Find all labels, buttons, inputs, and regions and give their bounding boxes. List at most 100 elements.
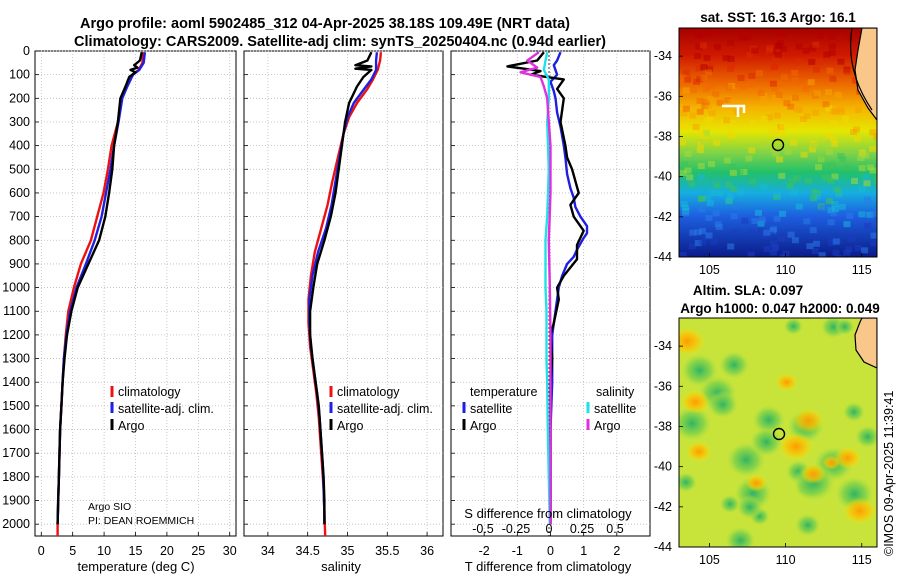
sst-pixel [724,97,732,103]
series-line-temperature-satellite [549,51,589,525]
sst-pixel [747,81,755,88]
sla-low-blob [679,472,698,493]
sst-pixel [731,229,738,236]
sst-pixel [771,85,779,92]
sst-pixel [854,245,862,252]
sst-pixel [751,47,759,54]
s-diff-tick-label: 0.25 [570,522,594,536]
depth-tick-label: 2000 [2,517,30,531]
sst-pixel [822,162,830,169]
sla-low-blob [707,390,739,419]
sst-pixel [830,120,838,127]
sst-pixel [857,154,865,161]
sst-pixel [858,165,866,172]
sst-pixel [843,164,850,171]
sst-pixel [679,169,687,176]
sst-pixel [846,213,854,220]
sla-low-blob [752,404,786,435]
sst-pixel [832,206,840,212]
sst-pixel [837,58,845,65]
x-tick-label: 10 [97,544,111,558]
sst-pixel [694,240,702,247]
sst-pixel [825,89,832,96]
sst-pixel [787,231,795,238]
map-lon-label: 105 [699,553,720,567]
temperature-legend: climatology satellite-adj. clim. Argo [110,385,214,433]
sst-pixel [864,222,872,229]
sst-pixel [774,51,782,58]
legend-s-argo-label: Argo [594,419,620,433]
sst-pixel [745,155,753,162]
sst-pixel [725,181,733,188]
sst-pixel [817,156,825,163]
sst-pixel [688,180,696,187]
sst-pixel [869,145,876,152]
sst-pixel [866,211,874,218]
sst-pixel [696,108,704,115]
sst-pixel [703,54,711,61]
sst-pixel [715,224,723,230]
sst-pixel [739,34,747,41]
sst-pixel [725,84,733,91]
sst-pixel [833,186,841,193]
sst-pixel [708,161,715,168]
sst-pixel [693,78,701,85]
sst-pixel [725,197,733,204]
x-tick-label: 35 [341,544,355,558]
credit-line1: Argo SIO [88,501,131,513]
sst-pixel [723,157,731,164]
sst-pixel [818,252,826,257]
sst-pixel [787,103,795,110]
difference-x-axis: -2 -1 0 1 2 [479,544,621,558]
sla-low-blob [749,426,783,457]
sst-pixel [853,126,860,133]
sst-pixel [751,218,759,225]
sst-pixel [795,43,803,50]
sst-pixel [722,55,730,62]
sst-pixel [736,169,744,176]
sst-pixel [728,132,735,139]
sst-pixel [826,67,834,74]
sst-pixel [757,220,765,227]
sst-pixel [707,83,715,90]
sst-pixel [748,72,756,79]
sst-pixel [827,235,835,242]
map-lat-label: -44 [654,250,672,264]
depth-tick-label: 700 [9,210,30,224]
sst-pixel [771,245,779,252]
x-tick-label: 34 [261,544,275,558]
sst-pixel [828,49,836,56]
legend-argo-label: Argo [118,419,144,433]
sst-argo-track [722,104,746,117]
sst-pixel [679,252,687,257]
sst-pixel [791,237,799,244]
sst-pixel [702,99,710,106]
sst-pixel [769,249,777,256]
sst-map-title: sat. SST: 16.3 Argo: 16.1 [700,10,856,25]
sst-pixel [791,77,799,84]
sst-pixel [830,136,838,143]
sst-pixel [780,122,787,129]
sst-pixel [862,152,870,159]
sst-pixel [705,69,713,76]
salinity-grid [244,50,443,536]
sst-pixel [736,189,744,196]
sst-pixel [834,255,842,257]
sst-pixel [748,229,756,236]
sst-pixel [828,43,836,50]
sst-pixel [694,53,702,60]
series-line-salinity-satellite [542,51,551,525]
sst-pixel [706,96,714,102]
x-tick-label: 0 [547,544,554,558]
sst-pixel [780,74,788,81]
sst-pixel [679,74,687,81]
series-line-argo [308,51,373,525]
sst-argo-location-marker [771,138,785,152]
sla-high-blob [686,441,712,462]
depth-tick-label: 900 [9,257,30,271]
sst-map-texture [679,28,877,257]
sst-pixel [727,55,735,62]
x-tick-label: 34.5 [296,544,320,558]
sst-pixel [870,210,877,217]
sst-pixel [790,189,798,196]
